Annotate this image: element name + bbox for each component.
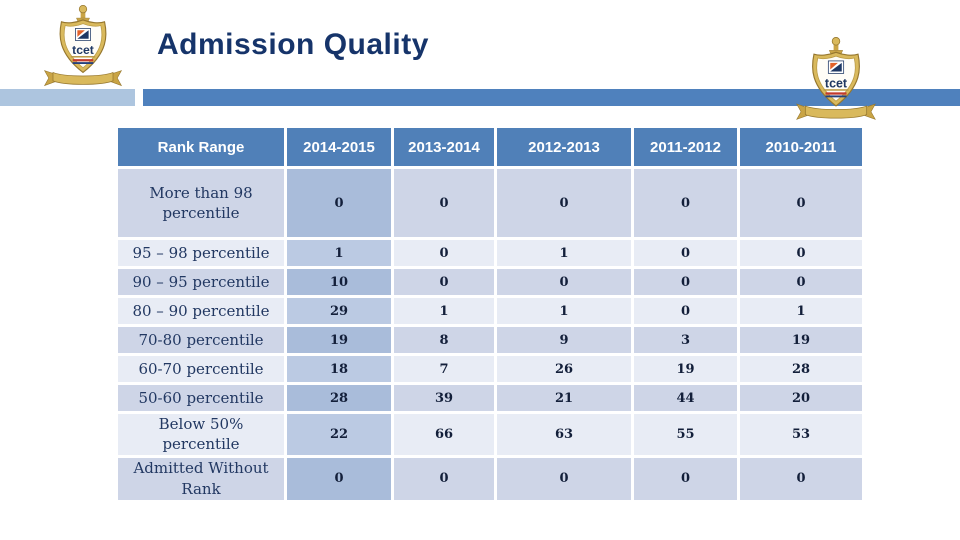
value-cell: 0 — [394, 240, 494, 266]
value-cell: 8 — [394, 327, 494, 353]
value-cell: 0 — [497, 457, 631, 500]
row-label: More than 98 percentile — [118, 169, 284, 237]
row-label: Below 50% percentile — [118, 414, 284, 455]
value-cell: 0 — [394, 269, 494, 295]
value-cell: 18 — [287, 356, 391, 382]
value-cell: 0 — [497, 269, 631, 295]
value-cell: 28 — [287, 385, 391, 411]
row-label: 80 – 90 percentile — [118, 298, 284, 324]
value-cell: 22 — [287, 414, 391, 455]
value-cell: 0 — [634, 457, 737, 500]
value-cell: 7 — [394, 356, 494, 382]
logo-text: tcet — [825, 76, 847, 90]
row-label: 50-60 percentile — [118, 385, 284, 411]
value-cell: 53 — [740, 414, 862, 455]
value-cell: 0 — [740, 457, 862, 500]
value-cell: 26 — [497, 356, 631, 382]
value-cell: 0 — [394, 169, 494, 237]
value-cell: 0 — [634, 240, 737, 266]
column-header-2011-2012: 2011-2012 — [634, 128, 737, 166]
value-cell: 39 — [394, 385, 494, 411]
row-label: 95 – 98 percentile — [118, 240, 284, 266]
value-cell: 28 — [740, 356, 862, 382]
table-header-row: Rank Range 2014-2015 2013-2014 2012-2013… — [118, 128, 862, 166]
value-cell: 0 — [740, 169, 862, 237]
value-cell: 3 — [634, 327, 737, 353]
value-cell: 66 — [394, 414, 494, 455]
value-cell: 19 — [740, 327, 862, 353]
value-cell: 20 — [740, 385, 862, 411]
row-label: 70-80 percentile — [118, 327, 284, 353]
table-row: More than 98 percentile 0 0 0 0 0 — [118, 169, 862, 237]
value-cell: 0 — [287, 457, 391, 500]
value-cell: 1 — [497, 298, 631, 324]
accent-bar-main — [143, 89, 960, 106]
table-row: 70-80 percentile 19 8 9 3 19 — [118, 327, 862, 353]
value-cell: 29 — [287, 298, 391, 324]
column-header-2012-2013: 2012-2013 — [497, 128, 631, 166]
tcet-crest-logo-icon: tcet — [796, 36, 876, 120]
column-header-2013-2014: 2013-2014 — [394, 128, 494, 166]
value-cell: 0 — [287, 169, 391, 237]
admission-table: Rank Range 2014-2015 2013-2014 2012-2013… — [115, 125, 865, 503]
value-cell: 1 — [287, 240, 391, 266]
value-cell: 1 — [497, 240, 631, 266]
value-cell: 0 — [634, 298, 737, 324]
table-row: 80 – 90 percentile 29 1 1 0 1 — [118, 298, 862, 324]
value-cell: 0 — [634, 169, 737, 237]
row-label: 60-70 percentile — [118, 356, 284, 382]
value-cell: 0 — [740, 269, 862, 295]
value-cell: 0 — [740, 240, 862, 266]
table-row: 60-70 percentile 18 7 26 19 28 — [118, 356, 862, 382]
value-cell: 55 — [634, 414, 737, 455]
value-cell: 9 — [497, 327, 631, 353]
logo-text: tcet — [72, 43, 94, 57]
row-label: Admitted Without Rank — [118, 457, 284, 500]
table-row: 90 – 95 percentile 10 0 0 0 0 — [118, 269, 862, 295]
tcet-crest-logo-icon: tcet — [44, 4, 122, 87]
table-row: Below 50% percentile 22 66 63 55 53 — [118, 414, 862, 455]
value-cell: 44 — [634, 385, 737, 411]
table-row: Admitted Without Rank 0 0 0 0 0 — [118, 457, 862, 500]
value-cell: 19 — [634, 356, 737, 382]
value-cell: 21 — [497, 385, 631, 411]
value-cell: 1 — [740, 298, 862, 324]
value-cell: 10 — [287, 269, 391, 295]
table-row: 95 – 98 percentile 1 0 1 0 0 — [118, 240, 862, 266]
table-row: 50-60 percentile 28 39 21 44 20 — [118, 385, 862, 411]
value-cell: 0 — [497, 169, 631, 237]
column-header-rank-range: Rank Range — [118, 128, 284, 166]
row-label: 90 – 95 percentile — [118, 269, 284, 295]
accent-bar-light — [0, 89, 135, 106]
value-cell: 1 — [394, 298, 494, 324]
column-header-2010-2011: 2010-2011 — [740, 128, 862, 166]
value-cell: 0 — [394, 457, 494, 500]
value-cell: 63 — [497, 414, 631, 455]
value-cell: 0 — [634, 269, 737, 295]
value-cell: 19 — [287, 327, 391, 353]
column-header-2014-2015: 2014-2015 — [287, 128, 391, 166]
page-title: Admission Quality — [157, 28, 429, 61]
admission-table-container: Rank Range 2014-2015 2013-2014 2012-2013… — [115, 125, 865, 503]
